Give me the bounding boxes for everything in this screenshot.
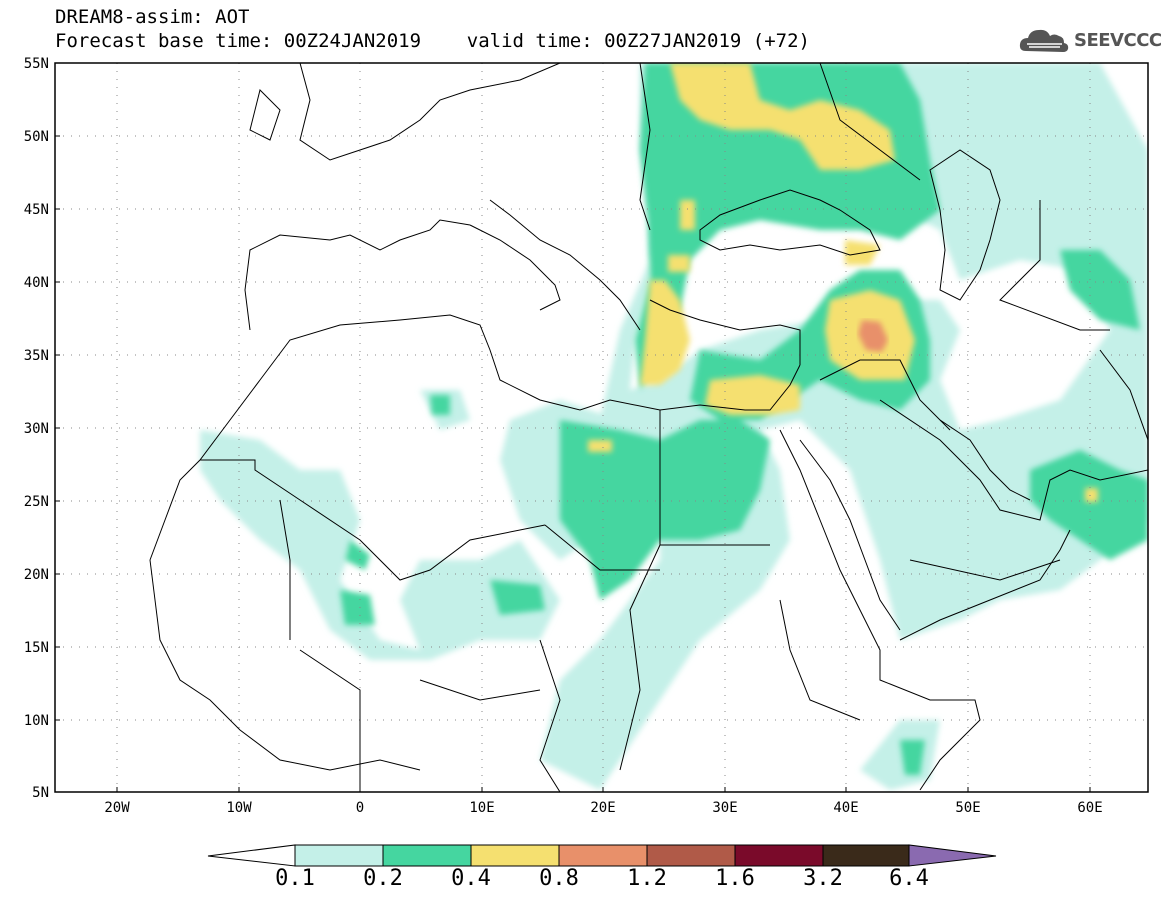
- colorbar-label: 0.4: [451, 866, 491, 891]
- colorbar-label: 0.1: [275, 866, 315, 891]
- aot-band-0.4: [588, 63, 1098, 502]
- map-title: DREAM8-assim: AOT: [55, 6, 250, 28]
- colorbar-label: 3.2: [803, 866, 843, 891]
- colorbar-over-arrow: [908, 844, 997, 867]
- lon-label: 40E: [833, 800, 858, 816]
- colorbar-swatch: [470, 844, 560, 867]
- colorbar-swatch: [382, 844, 472, 867]
- lat-label: 20N: [24, 567, 49, 583]
- logo-text: SEEVCCC: [1074, 29, 1162, 51]
- colorbar-label: 1.6: [715, 866, 755, 891]
- colorbar-swatch: [294, 844, 384, 867]
- lat-label: 55N: [24, 56, 49, 72]
- lat-label: 10N: [24, 713, 49, 729]
- lat-label: 15N: [24, 640, 49, 656]
- lat-label: 45N: [24, 202, 49, 218]
- lon-labels: 20W 10W 0 10E 20E 30E 40E 50E 60E: [104, 800, 1102, 816]
- lat-label: 40N: [24, 275, 49, 291]
- lon-label: 50E: [955, 800, 980, 816]
- lat-labels: 55N 50N 45N 40N 35N 30N 25N 20N 15N 10N …: [24, 56, 49, 801]
- lon-label: 20E: [590, 800, 615, 816]
- colorbar-swatch: [734, 844, 824, 867]
- lon-label: 20W: [104, 800, 130, 816]
- aot-band-0.8: [858, 320, 888, 352]
- lat-label: 25N: [24, 494, 49, 510]
- colorbar-swatch: [646, 844, 736, 867]
- colorbar-label: 6.4: [889, 866, 929, 891]
- colorbar-swatch: [822, 844, 910, 867]
- lat-label: 50N: [24, 129, 49, 145]
- colorbar-label: 0.2: [363, 866, 403, 891]
- colorbar-label: 0.8: [539, 866, 579, 891]
- lon-label: 60E: [1077, 800, 1102, 816]
- colorbar-swatch: [558, 844, 648, 867]
- forecast-times: Forecast base time: 00Z24JAN2019 valid t…: [55, 30, 810, 52]
- lat-label: 30N: [24, 421, 49, 437]
- lon-label: 0: [356, 800, 364, 816]
- colorbar-label: 1.2: [627, 866, 667, 891]
- lat-label: 35N: [24, 348, 49, 364]
- axis-ticks: [55, 62, 1091, 793]
- coastlines-borders: [149, 63, 1148, 792]
- colorbar-under-arrow: [207, 844, 296, 867]
- seevccc-logo: SEEVCCC: [1018, 22, 1162, 58]
- colorbar: [207, 844, 997, 867]
- lon-label: 10W: [226, 800, 252, 816]
- lon-label: 30E: [712, 800, 737, 816]
- cloud-icon: [1019, 29, 1069, 52]
- lon-label: 10E: [469, 800, 494, 816]
- lat-label: 5N: [32, 785, 49, 801]
